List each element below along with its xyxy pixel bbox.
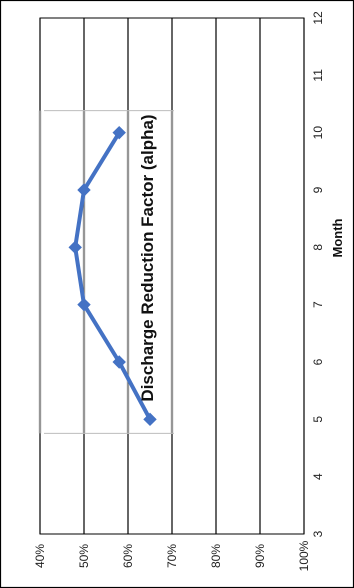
y-tick-label: 50% [77, 544, 91, 568]
data-point [68, 240, 82, 255]
data-point [77, 183, 91, 197]
x-tick-label: 5 [311, 416, 325, 423]
data-point [112, 125, 126, 140]
x-tick-label: 8 [311, 244, 325, 251]
x-tick-label: 11 [311, 69, 325, 82]
series-layer [68, 125, 157, 427]
chart-title: Discharge Reduction Factor (alpha) [138, 114, 157, 401]
x-tick-labels: 3 4 5 6 7 8 9 10 11 12 [311, 11, 325, 537]
data-point [77, 297, 91, 312]
x-tick-label: 6 [311, 358, 325, 365]
series-line [73, 131, 152, 421]
data-point [143, 412, 157, 427]
y-tick-labels: 40% 50% 60% 70% 80% 90% 100% [33, 540, 311, 571]
x-axis-title: Month [330, 218, 345, 257]
x-tick-label: 10 [311, 126, 325, 140]
x-tick-label: 9 [311, 186, 325, 193]
y-tick-label: 40% [33, 544, 47, 568]
y-tick-label: 70% [165, 544, 179, 568]
y-tick-label: 60% [121, 544, 135, 568]
data-point [112, 355, 126, 369]
y-tick-label: 90% [253, 544, 267, 568]
y-tick-label: 80% [209, 544, 223, 568]
x-tick-label: 7 [311, 301, 325, 308]
grid-layer [39, 18, 305, 534]
y-tick-label: 100% [297, 540, 311, 571]
x-tick-label: 4 [311, 473, 325, 480]
x-tick-label: 3 [311, 530, 325, 537]
x-tick-label: 12 [311, 11, 325, 25]
